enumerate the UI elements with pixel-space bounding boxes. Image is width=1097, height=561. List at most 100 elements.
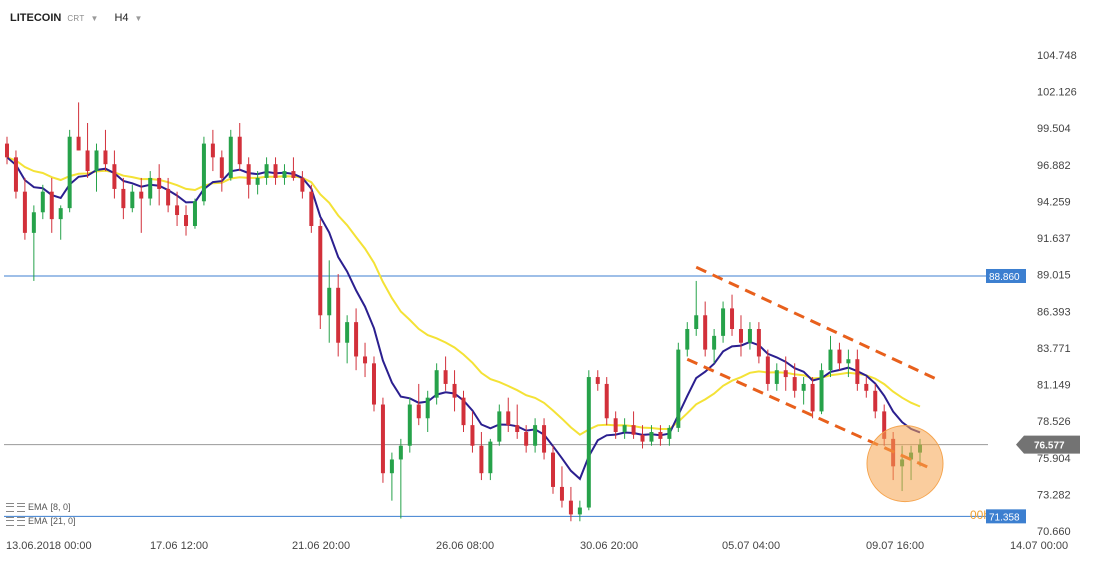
y-tick-label: 78.526 xyxy=(1037,416,1071,428)
candle-body xyxy=(309,191,314,226)
candle-body xyxy=(67,136,72,209)
y-tick-label: 96.882 xyxy=(1037,160,1071,172)
candle-body xyxy=(882,411,887,439)
resistance-tag xyxy=(986,268,1026,283)
candle-body xyxy=(568,500,573,515)
candle-body xyxy=(515,425,520,432)
candle-body xyxy=(237,136,242,165)
candle-body xyxy=(470,425,475,446)
candle-body xyxy=(166,188,171,206)
candle-body xyxy=(5,143,9,158)
candle-body xyxy=(577,507,582,515)
chevron-down-icon[interactable]: ▼ xyxy=(90,13,99,23)
candle-body xyxy=(774,370,779,384)
chart-type-selector[interactable]: CRT xyxy=(67,13,85,23)
instrument-name[interactable]: LITECOIN xyxy=(10,12,62,24)
indicator-visibility-icon[interactable] xyxy=(17,502,25,512)
legend-label: EMA xyxy=(28,502,48,512)
highlight-circle xyxy=(866,425,944,503)
channel-upper-line xyxy=(695,265,939,382)
candle-body xyxy=(31,212,36,233)
candle-body xyxy=(157,177,162,189)
candle-body xyxy=(595,377,600,384)
candle-body xyxy=(300,177,305,192)
legend-params: [21, 0] xyxy=(50,516,76,526)
legend-ema-21[interactable]: EMA [21, 0] xyxy=(6,516,76,526)
y-tick-label: 81.149 xyxy=(1037,380,1071,392)
candle-body xyxy=(801,383,806,391)
candle-body xyxy=(756,329,761,357)
legend-ema-8[interactable]: EMA [8, 0] xyxy=(6,502,71,512)
candle-body xyxy=(255,177,260,185)
y-tick-label: 86.393 xyxy=(1037,306,1071,318)
candle-body xyxy=(747,329,752,343)
candle-body xyxy=(318,226,323,316)
candle-body xyxy=(264,164,269,178)
timeframe-selector[interactable]: H4 xyxy=(114,12,129,24)
candle-body xyxy=(703,315,708,350)
candle-body xyxy=(416,404,421,419)
candle-body xyxy=(828,349,833,371)
candle-body xyxy=(622,425,627,432)
candle-body xyxy=(810,383,815,412)
x-tick-label: 21.06 20:00 xyxy=(292,540,350,552)
candle-body xyxy=(184,215,189,226)
candle-body xyxy=(389,459,394,474)
candle-body xyxy=(371,363,376,405)
candle-body xyxy=(13,157,18,192)
candle-body xyxy=(488,441,493,474)
candle-body xyxy=(345,322,350,343)
candle-body xyxy=(22,191,27,233)
candle-body xyxy=(640,434,645,442)
candle-body xyxy=(730,308,735,329)
candle-body xyxy=(792,377,797,391)
x-tick-label: 26.06 08:00 xyxy=(436,540,494,552)
chevron-down-icon[interactable]: ▼ xyxy=(134,13,143,23)
candle-body xyxy=(667,427,672,439)
candle-body xyxy=(694,315,699,329)
y-tick-label: 99.504 xyxy=(1037,123,1071,135)
candle-body xyxy=(228,136,233,178)
candle-body xyxy=(676,349,681,428)
candle-body xyxy=(765,356,770,384)
candle-body xyxy=(542,425,547,453)
y-tick-label: 91.637 xyxy=(1037,233,1071,245)
indicator-visibility-icon[interactable] xyxy=(17,516,25,526)
indicator-settings-icon[interactable] xyxy=(6,502,14,512)
candle-body xyxy=(85,150,90,172)
support-tag xyxy=(986,509,1026,524)
candle-body xyxy=(461,397,466,426)
x-tick-label: 17.06 12:00 xyxy=(150,540,208,552)
candle-body xyxy=(354,322,359,357)
candle-body xyxy=(407,404,412,446)
candle-body xyxy=(783,370,788,378)
candle-body xyxy=(121,188,126,209)
y-tick-label: 102.126 xyxy=(1037,87,1077,99)
y-tick-label: 94.259 xyxy=(1037,196,1071,208)
candle-body xyxy=(846,359,851,364)
candle-body xyxy=(58,208,63,220)
indicator-settings-icon[interactable] xyxy=(6,516,14,526)
candle-body xyxy=(873,390,878,412)
y-tick-label: 75.904 xyxy=(1037,453,1071,465)
candle-body xyxy=(721,308,726,336)
candle-body xyxy=(497,411,502,442)
candle-body xyxy=(658,432,663,439)
x-tick-label: 14.07 00:00 xyxy=(1010,540,1068,552)
candle-body xyxy=(273,164,278,178)
candle-body xyxy=(631,425,636,435)
candle-body xyxy=(712,335,717,350)
y-tick-label: 104.748 xyxy=(1037,50,1077,62)
candle-body xyxy=(139,191,144,199)
candle-body xyxy=(49,191,54,220)
candle-body xyxy=(103,150,108,165)
candle-body xyxy=(506,411,511,426)
x-tick-label: 13.06.2018 00:00 xyxy=(6,540,92,552)
candle-body xyxy=(586,377,591,508)
candle-body xyxy=(524,432,529,446)
candle-body xyxy=(837,349,842,364)
candle-body xyxy=(452,383,457,398)
legend-params: [8, 0] xyxy=(50,502,71,512)
candle-body xyxy=(327,287,332,316)
